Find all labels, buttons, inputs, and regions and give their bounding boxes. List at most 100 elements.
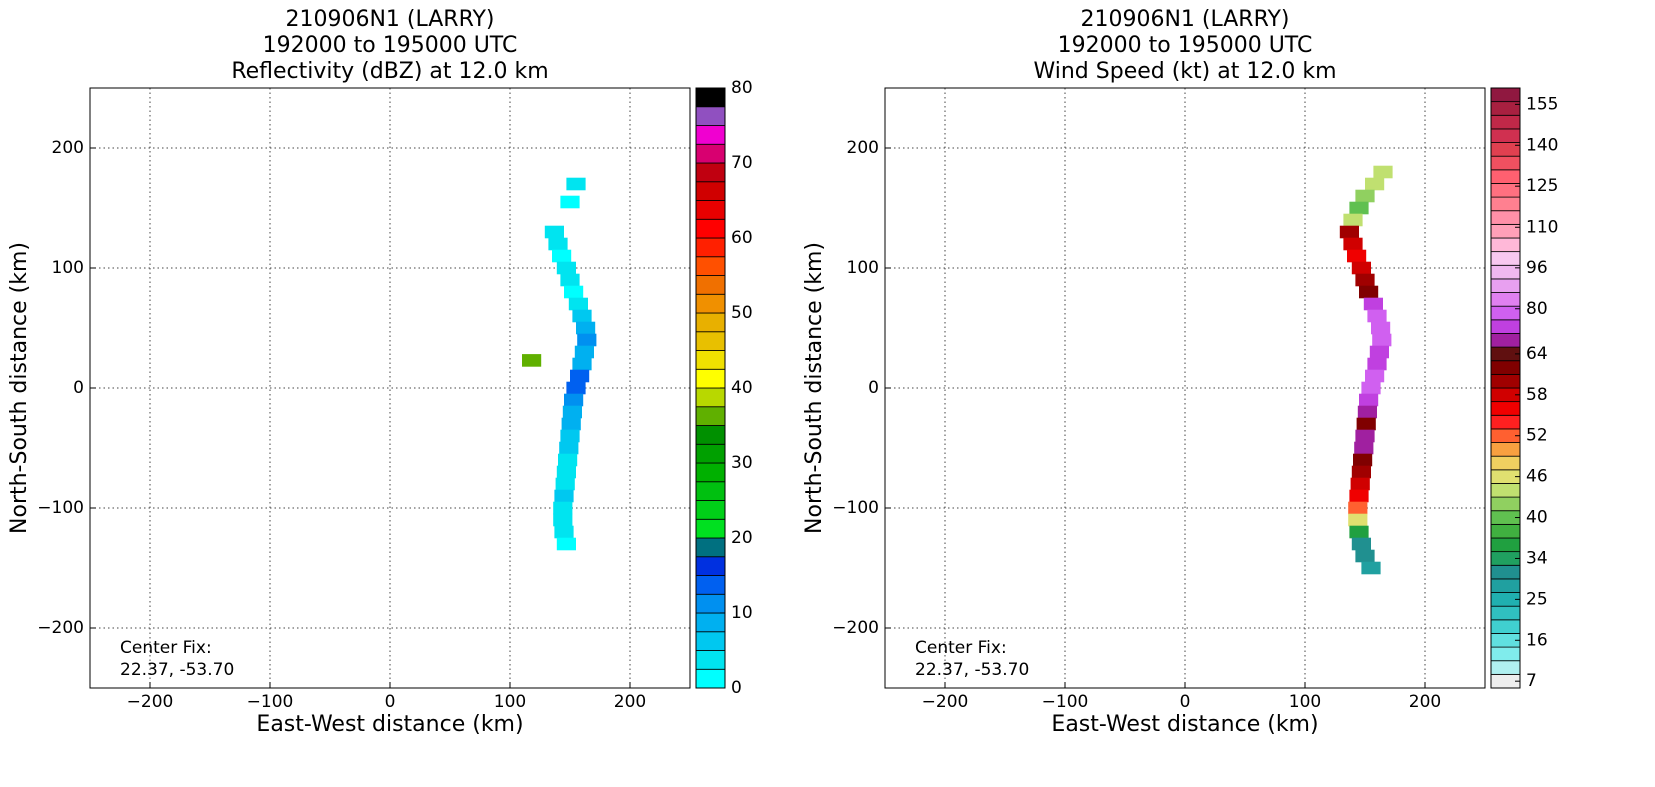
colorbar-segment [1490, 605, 1521, 621]
data-cell [560, 195, 580, 209]
colorbar-tick-label: 58 [1526, 385, 1548, 405]
data-cell [553, 513, 573, 527]
data-cell [554, 489, 574, 503]
colorbar-segment [695, 425, 726, 445]
data-cell [576, 321, 596, 335]
data-cell [1356, 417, 1376, 431]
colorbar-segment [695, 668, 726, 689]
data-cell [1365, 177, 1385, 191]
data-cell [553, 501, 573, 515]
colorbar-segment [695, 406, 726, 426]
colorbar-segment [695, 87, 726, 108]
colorbar-segment [1490, 455, 1521, 471]
data-cell [1361, 381, 1381, 395]
colorbar-tick-label: 80 [731, 78, 753, 98]
colorbar-tick-label: 7 [1526, 671, 1537, 691]
data-cell [1355, 273, 1375, 287]
plot-frame [89, 87, 691, 689]
colorbar-segment [1490, 292, 1521, 307]
y-tick-label: −200 [37, 618, 84, 638]
data-cell [1343, 237, 1363, 251]
colorbar-segment [695, 387, 726, 408]
chart-title: 210906N1 (LARRY) [285, 7, 494, 32]
data-cell [1339, 225, 1359, 239]
data-cell [559, 441, 579, 455]
colorbar-segment [1490, 142, 1521, 157]
data-cell [1361, 561, 1381, 575]
y-tick-label: 100 [847, 258, 879, 278]
data-cell [555, 477, 575, 491]
colorbar-segment [1490, 646, 1521, 662]
data-cell [562, 405, 582, 419]
chart-title: 210906N1 (LARRY) [1080, 7, 1289, 32]
colorbar-segment [1490, 155, 1521, 171]
x-axis-label: East-West distance (km) [256, 712, 523, 737]
colorbar-segment [695, 331, 726, 351]
panel: 210906N1 (LARRY)192000 to 195000 UTCWind… [802, 7, 1558, 737]
colorbar-segment [1490, 442, 1521, 457]
data-cell [1343, 213, 1363, 227]
annotation: Center Fix: [120, 638, 212, 658]
y-tick-label: 0 [73, 378, 84, 398]
y-tick-label: −100 [37, 498, 84, 518]
data-cell [1351, 537, 1371, 551]
data-cell [572, 309, 592, 323]
colorbar-segment [695, 312, 726, 333]
y-tick-label: 0 [868, 378, 879, 398]
data-cell [1349, 489, 1369, 503]
colorbar-tick-label: 140 [1526, 135, 1558, 155]
y-tick-label: 200 [52, 138, 84, 158]
colorbar-segment [1490, 210, 1521, 225]
data-cell [1371, 321, 1391, 335]
data-cell [577, 333, 597, 347]
y-tick-label: 100 [52, 258, 84, 278]
data-cell [1355, 549, 1375, 563]
annotation: Center Fix: [915, 638, 1007, 658]
colorbar-tick-label: 46 [1526, 467, 1548, 487]
panel: 210906N1 (LARRY)192000 to 195000 UTCRefl… [7, 7, 753, 737]
data-cell [556, 261, 576, 275]
data-cell [1372, 333, 1392, 347]
colorbar-segment [695, 143, 726, 164]
colorbar-segment [1490, 251, 1521, 266]
colorbar-segment [1490, 578, 1521, 593]
x-tick-label: 100 [1289, 692, 1321, 712]
colorbar-frame [1490, 87, 1521, 689]
colorbar-segment [1490, 564, 1521, 580]
colorbar-segment [695, 125, 726, 145]
colorbar-segment [695, 293, 726, 314]
colorbar-tick-label: 20 [731, 528, 753, 548]
data-cell [1347, 249, 1367, 263]
colorbar-segment [1490, 223, 1521, 239]
data-cell [574, 345, 594, 359]
colorbar-tick-label: 0 [731, 678, 742, 698]
data-cell [1351, 261, 1371, 275]
y-tick-label: −200 [832, 618, 879, 638]
colorbar-segment [695, 593, 726, 614]
colorbar-segment [1490, 196, 1521, 212]
colorbar-segment [1490, 360, 1521, 375]
colorbar-segment [695, 181, 726, 201]
colorbar-segment [1490, 87, 1521, 103]
colorbar-segment [695, 162, 726, 183]
data-cell [560, 429, 580, 443]
data-cell [522, 354, 542, 367]
data-cell [1363, 297, 1383, 311]
data-cell [556, 537, 576, 551]
y-axis-label: North-South distance (km) [802, 242, 827, 534]
colorbar-tick-label: 60 [731, 228, 753, 248]
data-cell [1369, 345, 1389, 359]
y-tick-label: 200 [847, 138, 879, 158]
x-tick-label: 0 [1180, 692, 1191, 712]
data-cell [1351, 465, 1371, 479]
colorbar-tick-label: 10 [731, 603, 753, 623]
x-axis-label: East-West distance (km) [1051, 712, 1318, 737]
colorbar-segment [1490, 373, 1521, 389]
y-axis-label: North-South distance (km) [7, 242, 32, 534]
colorbar-tick-label: 30 [731, 453, 753, 473]
colorbar-segment [695, 500, 726, 520]
colorbar-tick-label: 50 [731, 303, 753, 323]
colorbar-tick-label: 110 [1526, 217, 1558, 237]
colorbar-segment [695, 631, 726, 651]
colorbar-tick-label: 64 [1526, 344, 1548, 364]
